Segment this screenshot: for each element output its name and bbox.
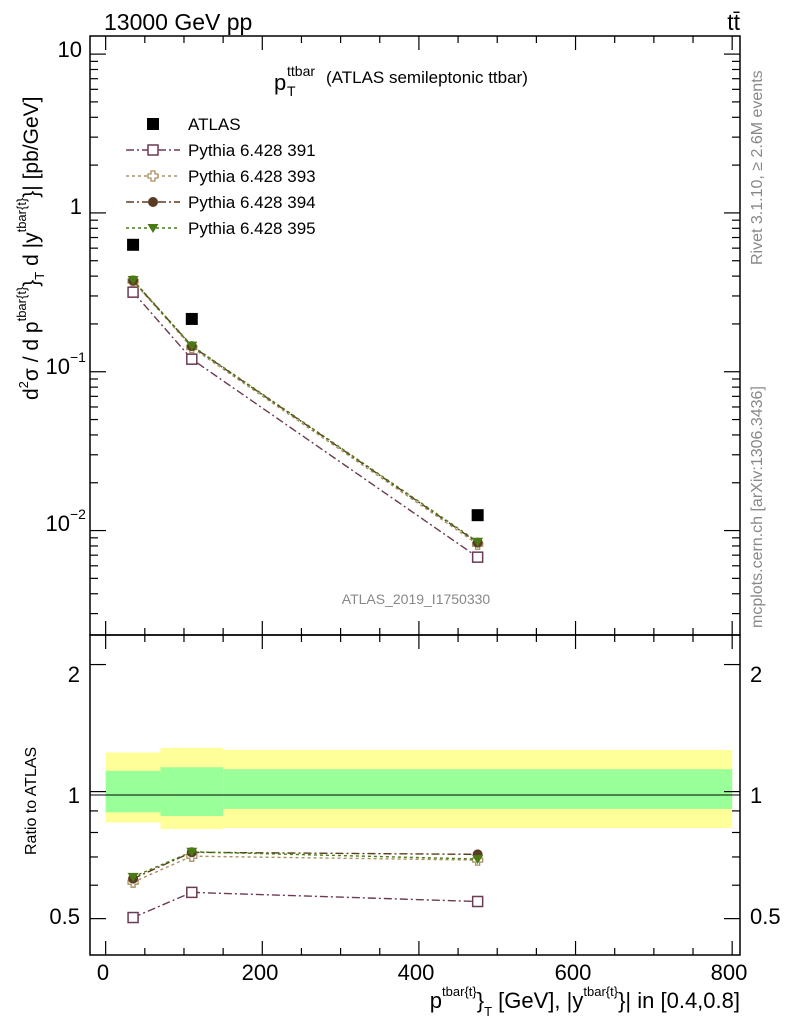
legend-marker-3 [147, 224, 159, 233]
legend-marker-0 [147, 144, 159, 156]
process-label: tt̄ [727, 9, 740, 35]
mcplots-label: mcplots.cern.ch [arXiv:1306.3436] [749, 386, 766, 628]
legend-label-atlas: ATLAS [188, 115, 241, 134]
atlas-data-point [185, 312, 198, 325]
series-point-top [186, 341, 198, 351]
legend-marker-atlas [147, 118, 159, 130]
series-point-ratio [471, 895, 484, 908]
series-line-top [132, 279, 479, 543]
svg-text:p: p [274, 70, 286, 95]
series-line-ratio [132, 851, 478, 878]
bottom-y-axis-label: Ratio to ATLAS [23, 747, 40, 855]
x-axis-label: ptbar{t}}T [GeV], |ytbar{t}}| in [0.4,0.… [430, 984, 740, 1019]
legend-label-393: Pythia 6.428 393 [188, 167, 316, 186]
band-inner-2 [223, 769, 733, 809]
title-sub: T [287, 83, 296, 99]
legend-marker-1 [147, 170, 159, 182]
bottom-y-tick-1: 1 [68, 783, 80, 808]
top-y-tick-labels: 10 1 10 −1 10 −2 [46, 37, 87, 536]
bottom-y-tick-labels: 0.5 1 2 0.5 1 2 [49, 662, 780, 929]
ratio-bands [105, 747, 733, 830]
series-point-top [472, 537, 484, 547]
bottom-y-tick-0.5: 0.5 [49, 904, 80, 929]
x-tick-200: 200 [242, 960, 279, 985]
legend-marker-2 [148, 197, 158, 207]
series-point-ratio [472, 855, 484, 865]
series-line-ratio [132, 851, 478, 880]
analysis-watermark: ATLAS_2019_I1750330 [342, 591, 491, 607]
band-inner-1 [160, 767, 224, 817]
x-tick-labels: 0 200 400 600 800 [97, 960, 747, 985]
series-point-ratio [127, 872, 139, 882]
series-line-top [132, 291, 479, 558]
svg-text:d2σ / d ptbar{t}}T d |ytbar{t}: d2σ / d ptbar{t}}T d |ytbar{t}}| [pb/GeV… [14, 97, 47, 400]
atlas-data-point [471, 509, 484, 522]
axis-ticks [90, 36, 740, 955]
atlas-data [127, 238, 484, 522]
series-point-ratio [127, 911, 139, 924]
top-y-axis-label: d2σ / d ptbar{t}}T d |ytbar{t}}| [pb/GeV… [14, 97, 47, 400]
energy-label: 13000 GeV pp [104, 9, 252, 35]
series-point-ratio [186, 886, 198, 899]
x-tick-600: 600 [555, 960, 592, 985]
bottom-y-tick-2: 2 [68, 662, 80, 687]
top-y-tick-1: 1 [70, 194, 82, 219]
series-point-ratio [186, 847, 198, 857]
legend-label-391: Pythia 6.428 391 [188, 141, 316, 160]
series-layer [127, 238, 484, 924]
top-y-tick-10: 10 [58, 37, 82, 62]
band-inner-0 [105, 770, 161, 813]
svg-text:ptbar{t}}T [GeV], |ytbar{t}}|: ptbar{t}}T [GeV], |ytbar{t}}| in [0.4,0.… [430, 984, 740, 1019]
bottom-y-tick-1-right: 1 [750, 783, 762, 808]
series-point-top [127, 276, 139, 286]
legend: ATLAS Pythia 6.428 391 Pythia 6.428 393 … [126, 115, 316, 238]
x-tick-400: 400 [398, 960, 435, 985]
bottom-y-tick-0.5-right: 0.5 [750, 904, 781, 929]
x-tick-0: 0 [97, 960, 109, 985]
top-y-tick-0.01-exp: −2 [70, 506, 86, 522]
top-y-tick-0.1-exp: −1 [70, 349, 86, 365]
bottom-y-tick-2-right: 2 [750, 662, 762, 687]
x-tick-800: 800 [711, 960, 748, 985]
plot-title: p ttbar T (ATLAS semileptonic ttbar) [274, 63, 528, 99]
top-y-tick-0.01: 10 [46, 511, 70, 536]
title-rest: (ATLAS semileptonic ttbar) [326, 68, 528, 87]
series-line-top [132, 280, 479, 544]
series-point-top [186, 353, 198, 365]
series-0 [127, 286, 484, 924]
legend-label-395: Pythia 6.428 395 [188, 219, 316, 238]
top-y-tick-0.1: 10 [46, 354, 70, 379]
series-point-top [471, 551, 484, 563]
series-point-top [127, 286, 139, 298]
series-line-ratio [132, 891, 478, 919]
title-sup: ttbar [287, 63, 315, 79]
rivet-label: Rivet 3.1.10, ≥ 2.6M events [749, 70, 766, 265]
series-3 [127, 276, 484, 882]
title-p: p [274, 70, 286, 95]
series-line-top [132, 280, 479, 545]
atlas-data-point [127, 238, 140, 251]
series-line-ratio [132, 855, 478, 883]
legend-label-394: Pythia 6.428 394 [188, 193, 316, 212]
